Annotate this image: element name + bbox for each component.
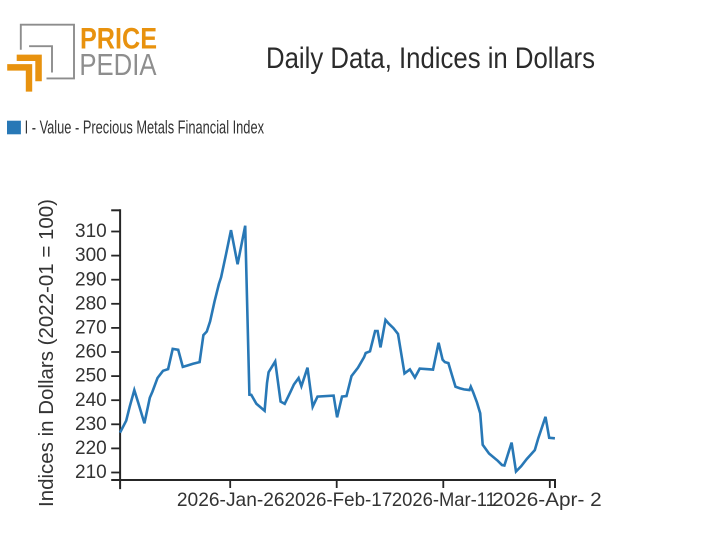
svg-text:Daily Data, Indices in Dollars: Daily Data, Indices in Dollars <box>266 42 595 75</box>
svg-text:250: 250 <box>75 365 107 387</box>
svg-text:300: 300 <box>75 244 107 266</box>
svg-text:2026-Feb-17: 2026-Feb-17 <box>285 489 393 511</box>
svg-text:230: 230 <box>75 413 107 435</box>
svg-text:I - Value - Precious Metals Fi: I - Value - Precious Metals Financial In… <box>25 118 264 138</box>
svg-text:240: 240 <box>75 389 107 411</box>
svg-text:280: 280 <box>75 292 107 314</box>
svg-text:260: 260 <box>75 341 107 363</box>
svg-text:2026-Apr- 2: 2026-Apr- 2 <box>492 489 602 511</box>
svg-text:2026-Mar-11: 2026-Mar-11 <box>392 489 496 511</box>
svg-text:210: 210 <box>75 461 107 483</box>
svg-text:2026-Jan-26: 2026-Jan-26 <box>177 489 285 511</box>
svg-text:Indices in Dollars (2022-01 =: Indices in Dollars (2022-01 = 100) <box>35 199 58 507</box>
svg-text:220: 220 <box>75 437 107 459</box>
svg-text:270: 270 <box>75 317 107 339</box>
svg-text:PRICE: PRICE <box>80 23 157 56</box>
svg-text:PEDIA: PEDIA <box>79 47 156 82</box>
svg-text:310: 310 <box>75 220 107 242</box>
svg-text:290: 290 <box>75 268 107 290</box>
